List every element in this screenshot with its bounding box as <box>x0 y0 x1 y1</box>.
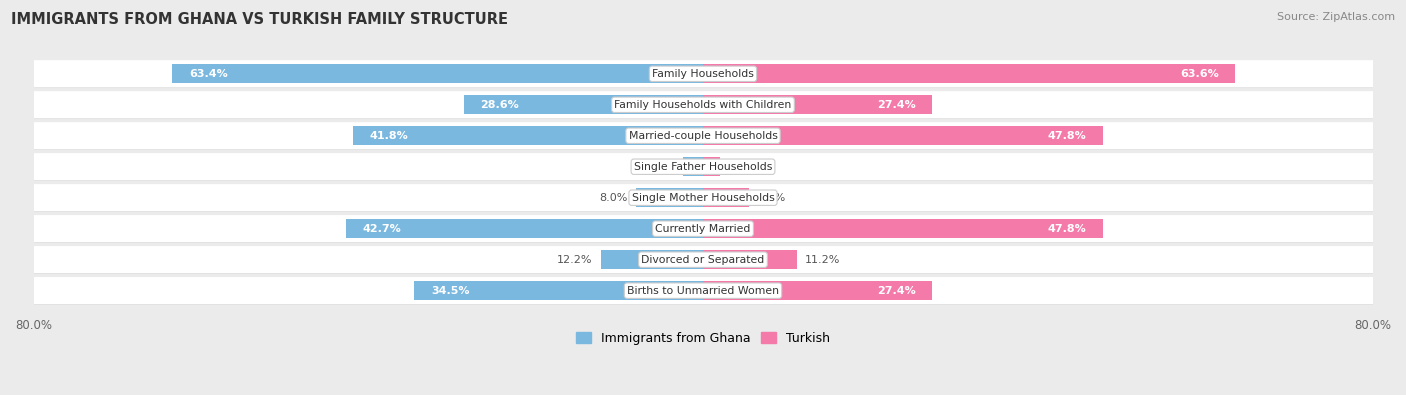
Bar <box>703 126 1104 145</box>
Bar <box>346 219 703 238</box>
FancyBboxPatch shape <box>17 122 1389 149</box>
Text: 41.8%: 41.8% <box>370 131 409 141</box>
Text: Currently Married: Currently Married <box>655 224 751 234</box>
FancyBboxPatch shape <box>20 278 1392 305</box>
FancyBboxPatch shape <box>20 123 1392 150</box>
FancyBboxPatch shape <box>17 60 1389 87</box>
FancyBboxPatch shape <box>17 184 1389 211</box>
Text: 11.2%: 11.2% <box>806 255 841 265</box>
Text: 8.0%: 8.0% <box>599 193 627 203</box>
Bar <box>703 250 797 269</box>
Bar <box>353 126 703 145</box>
Text: 2.0%: 2.0% <box>728 162 756 172</box>
Bar <box>703 157 720 176</box>
Text: 47.8%: 47.8% <box>1047 131 1087 141</box>
FancyBboxPatch shape <box>20 246 1392 274</box>
FancyBboxPatch shape <box>17 277 1389 304</box>
Bar <box>636 188 703 207</box>
Text: Family Households: Family Households <box>652 69 754 79</box>
Text: Source: ZipAtlas.com: Source: ZipAtlas.com <box>1277 12 1395 22</box>
Text: 47.8%: 47.8% <box>1047 224 1087 234</box>
FancyBboxPatch shape <box>20 154 1392 181</box>
Text: 28.6%: 28.6% <box>481 100 519 110</box>
FancyBboxPatch shape <box>20 185 1392 212</box>
Bar <box>703 95 932 115</box>
Bar <box>703 64 1236 83</box>
Bar <box>415 281 703 300</box>
Text: 2.4%: 2.4% <box>645 162 675 172</box>
Bar <box>173 64 703 83</box>
Bar <box>683 157 703 176</box>
Bar <box>600 250 703 269</box>
Text: 27.4%: 27.4% <box>877 100 915 110</box>
FancyBboxPatch shape <box>17 215 1389 242</box>
Text: Divorced or Separated: Divorced or Separated <box>641 255 765 265</box>
Text: Births to Unmarried Women: Births to Unmarried Women <box>627 286 779 295</box>
Text: 27.4%: 27.4% <box>877 286 915 295</box>
FancyBboxPatch shape <box>20 61 1392 88</box>
Text: 42.7%: 42.7% <box>363 224 401 234</box>
Text: Married-couple Households: Married-couple Households <box>628 131 778 141</box>
Bar <box>703 219 1104 238</box>
Text: 63.4%: 63.4% <box>190 69 228 79</box>
FancyBboxPatch shape <box>17 153 1389 181</box>
Bar <box>703 281 932 300</box>
Text: Family Households with Children: Family Households with Children <box>614 100 792 110</box>
FancyBboxPatch shape <box>17 91 1389 118</box>
Text: Single Mother Households: Single Mother Households <box>631 193 775 203</box>
Text: 34.5%: 34.5% <box>432 286 470 295</box>
Legend: Immigrants from Ghana, Turkish: Immigrants from Ghana, Turkish <box>571 327 835 350</box>
Text: 5.5%: 5.5% <box>758 193 786 203</box>
Bar <box>464 95 703 115</box>
FancyBboxPatch shape <box>20 92 1392 119</box>
Bar <box>703 188 749 207</box>
Text: 63.6%: 63.6% <box>1180 69 1219 79</box>
FancyBboxPatch shape <box>17 246 1389 273</box>
Text: Single Father Households: Single Father Households <box>634 162 772 172</box>
Text: 12.2%: 12.2% <box>557 255 592 265</box>
FancyBboxPatch shape <box>20 216 1392 243</box>
Text: IMMIGRANTS FROM GHANA VS TURKISH FAMILY STRUCTURE: IMMIGRANTS FROM GHANA VS TURKISH FAMILY … <box>11 12 508 27</box>
